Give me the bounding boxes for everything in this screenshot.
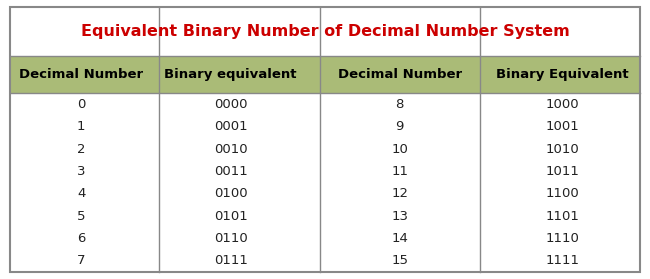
Text: 0010: 0010 bbox=[214, 143, 248, 156]
Text: 13: 13 bbox=[391, 210, 408, 223]
Text: 15: 15 bbox=[391, 254, 408, 267]
Text: 0101: 0101 bbox=[214, 210, 248, 223]
Text: Binary equivalent: Binary equivalent bbox=[164, 68, 297, 81]
Bar bbox=[10, 56, 640, 93]
Text: 11: 11 bbox=[391, 165, 408, 178]
Text: 0100: 0100 bbox=[214, 187, 248, 200]
Text: 10: 10 bbox=[391, 143, 408, 156]
Text: Binary Equivalent: Binary Equivalent bbox=[496, 68, 629, 81]
Text: 1: 1 bbox=[77, 121, 86, 133]
Text: 0: 0 bbox=[77, 98, 85, 111]
Text: 5: 5 bbox=[77, 210, 86, 223]
Text: 1001: 1001 bbox=[545, 121, 579, 133]
Text: 14: 14 bbox=[391, 232, 408, 245]
Text: Decimal Number: Decimal Number bbox=[20, 68, 143, 81]
Text: 8: 8 bbox=[396, 98, 404, 111]
Text: 0011: 0011 bbox=[214, 165, 248, 178]
Text: 4: 4 bbox=[77, 187, 85, 200]
Bar bbox=[10, 93, 640, 272]
Text: 0111: 0111 bbox=[214, 254, 248, 267]
Text: 1000: 1000 bbox=[545, 98, 579, 111]
Text: 1011: 1011 bbox=[545, 165, 579, 178]
Text: 9: 9 bbox=[396, 121, 404, 133]
Text: 7: 7 bbox=[77, 254, 86, 267]
Text: 1111: 1111 bbox=[545, 254, 579, 267]
Text: 1101: 1101 bbox=[545, 210, 579, 223]
Text: 0000: 0000 bbox=[214, 98, 248, 111]
Text: 1100: 1100 bbox=[545, 187, 579, 200]
Text: 12: 12 bbox=[391, 187, 408, 200]
Text: 0001: 0001 bbox=[214, 121, 248, 133]
Text: 1110: 1110 bbox=[545, 232, 579, 245]
Text: 0110: 0110 bbox=[214, 232, 248, 245]
Text: 1010: 1010 bbox=[545, 143, 579, 156]
Text: Decimal Number: Decimal Number bbox=[338, 68, 462, 81]
Text: 6: 6 bbox=[77, 232, 85, 245]
Text: 2: 2 bbox=[77, 143, 86, 156]
Text: 3: 3 bbox=[77, 165, 86, 178]
Bar bbox=[10, 7, 640, 56]
Text: Equivalent Binary Number of Decimal Number System: Equivalent Binary Number of Decimal Numb… bbox=[81, 24, 569, 39]
